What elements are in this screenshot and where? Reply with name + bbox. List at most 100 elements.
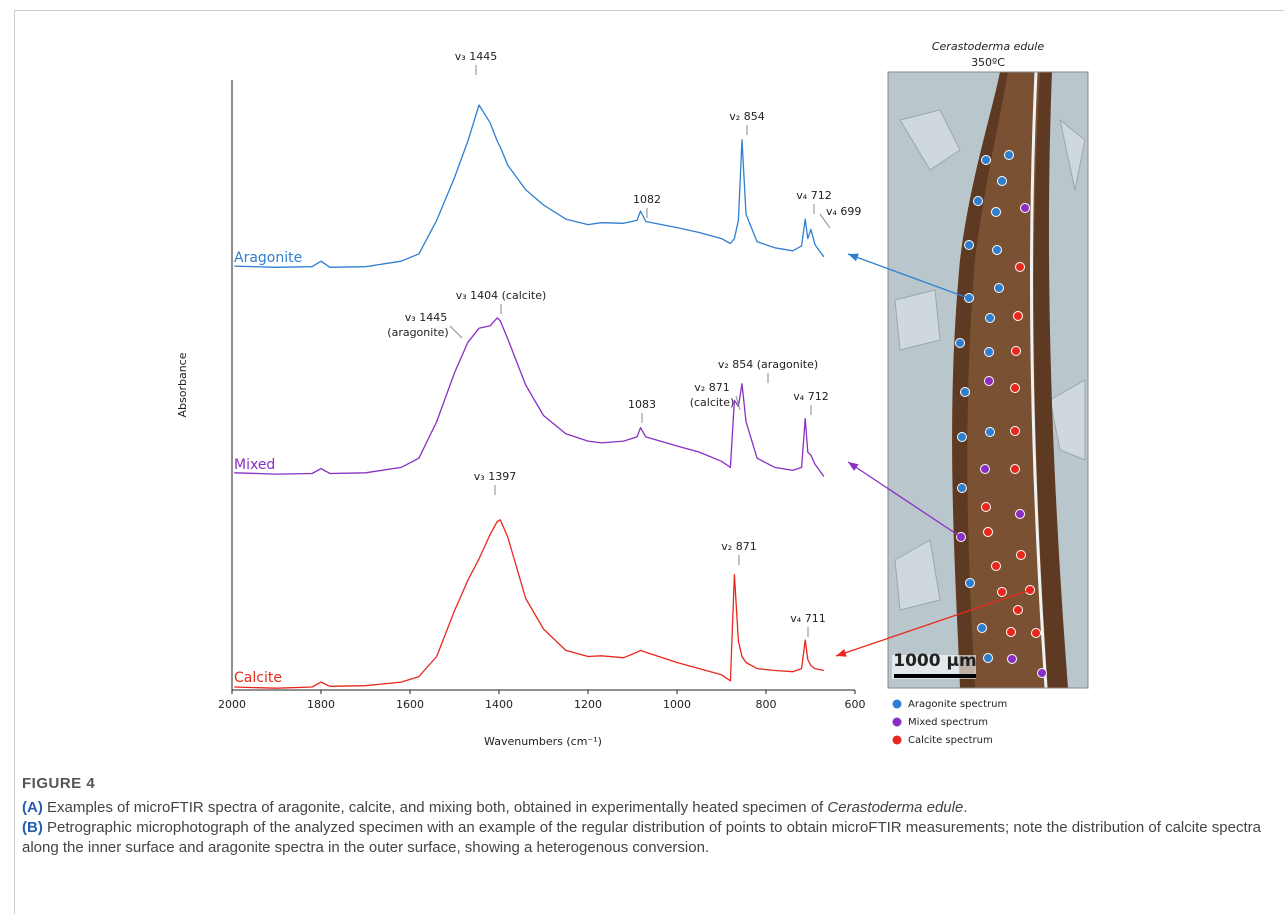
measurement-point: [1013, 311, 1023, 321]
measurement-point: [973, 196, 983, 206]
x-tick-label: 1200: [574, 698, 602, 711]
legend-label: Aragonite spectrum: [908, 699, 1007, 710]
spectrum-line: [234, 317, 825, 477]
measurement-point: [977, 623, 987, 633]
measurement-point: [1011, 346, 1021, 356]
peak-label: v₃ 1445: [405, 311, 447, 324]
x-tick-label: 1800: [307, 698, 335, 711]
measurement-point: [1013, 605, 1023, 615]
arrow: [835, 589, 1031, 657]
y-axis-label: Absorbance: [176, 352, 189, 417]
measurement-point: [960, 387, 970, 397]
caption-marker: (A): [22, 799, 43, 816]
peak-label: v₂ 854 (aragonite): [718, 358, 818, 371]
measurement-point: [992, 245, 1002, 255]
frame: [14, 10, 1284, 914]
measurement-point: [985, 313, 995, 323]
micrograph-subtitle: 350ºC: [971, 56, 1005, 69]
legend-label: Calcite spectrum: [908, 735, 993, 746]
peak-label: v₄ 711: [790, 612, 825, 625]
peak-leader: [735, 395, 741, 411]
peak-label: (aragonite): [387, 326, 448, 339]
legend-swatch: [892, 735, 902, 745]
photo-texture: [894, 109, 1086, 611]
shell-edge: [1029, 72, 1048, 688]
measurement-point: [1010, 383, 1020, 393]
measurement-point: [1031, 628, 1041, 638]
arrow: [847, 253, 969, 299]
measurement-point: [980, 464, 990, 474]
peak-label: 1083: [628, 398, 656, 411]
measurement-point: [984, 376, 994, 386]
series-label: Mixed: [234, 457, 275, 473]
caption-text: Petrographic microphotograph of the anal…: [22, 819, 1261, 856]
measurement-point: [1037, 668, 1047, 678]
spectrum-line: [234, 519, 825, 689]
peak-label: v₃ 1445: [455, 50, 497, 63]
x-tick-label: 1600: [396, 698, 424, 711]
measurement-point: [1020, 203, 1030, 213]
measurement-point: [957, 432, 967, 442]
peak-label: v₂ 871: [721, 540, 756, 553]
measurement-point: [1006, 627, 1016, 637]
series-label: Aragonite: [234, 250, 302, 266]
measurement-point: [1015, 262, 1025, 272]
peak-label: 1082: [633, 193, 661, 206]
arrow: [847, 461, 962, 538]
spectrum-line: [234, 104, 825, 268]
x-tick-label: 2000: [218, 698, 246, 711]
arrow-head: [848, 462, 859, 471]
peak-leader: [449, 325, 463, 339]
arrow-head: [848, 253, 859, 262]
micrograph: [888, 72, 1088, 688]
measurement-point: [983, 527, 993, 537]
caption-b: (B) Petrographic microphotograph of the …: [22, 818, 1262, 858]
photo-border: [887, 71, 1089, 689]
measurement-point: [997, 176, 1007, 186]
legend-swatch: [892, 699, 902, 709]
measurement-point: [1016, 550, 1026, 560]
caption: FIGURE 4 (A) Examples of microFTIR spect…: [22, 774, 1262, 858]
legend-swatch: [892, 717, 902, 727]
measurement-point: [991, 561, 1001, 571]
x-tick-label: 800: [756, 698, 777, 711]
caption-text: Examples of microFTIR spectra of aragoni…: [42, 799, 828, 816]
measurement-point: [985, 427, 995, 437]
scale-label: 1000 µm: [893, 651, 976, 671]
measurement-point: [994, 283, 1004, 293]
measurement-point: [1010, 464, 1020, 474]
micrograph-title: Cerastoderma edule: [932, 40, 1044, 53]
measurement-point: [981, 502, 991, 512]
figure: Wavenumbers (cm⁻¹) Absorbance 1000 µm Ce…: [176, 40, 1089, 748]
peak-label: v₄ 699: [826, 205, 861, 218]
measurement-point: [964, 293, 974, 303]
series-label: Calcite: [234, 670, 282, 686]
measurement-point: [997, 587, 1007, 597]
caption-a: (A) Examples of microFTIR spectra of ara…: [22, 798, 1262, 818]
peak-label: v₂ 854: [729, 110, 764, 123]
caption-marker: (B): [22, 819, 43, 836]
measurement-point: [991, 207, 1001, 217]
measurement-point: [981, 155, 991, 165]
peak-label: v₃ 1397: [474, 470, 516, 483]
peak-leader: [819, 213, 831, 229]
peak-label: v₄ 712: [796, 189, 831, 202]
caption-text: .: [963, 799, 968, 816]
measurement-point: [1015, 509, 1025, 519]
measurement-point: [1004, 150, 1014, 160]
measurement-point: [955, 338, 965, 348]
legend-label: Mixed spectrum: [908, 717, 988, 728]
measurement-point: [984, 347, 994, 357]
measurement-point: [957, 483, 967, 493]
measurement-point: [965, 578, 975, 588]
peak-label: v₂ 871: [694, 381, 729, 394]
measurement-point: [983, 653, 993, 663]
measurement-point: [1010, 426, 1020, 436]
measurement-point: [1007, 654, 1017, 664]
peak-label: v₄ 712: [793, 390, 828, 403]
x-tick-label: 1000: [663, 698, 691, 711]
peak-label: (calcite): [690, 396, 735, 409]
x-tick-label: 1400: [485, 698, 513, 711]
caption-label: FIGURE 4: [22, 775, 96, 792]
caption-species: Cerastoderma edule: [827, 799, 964, 816]
